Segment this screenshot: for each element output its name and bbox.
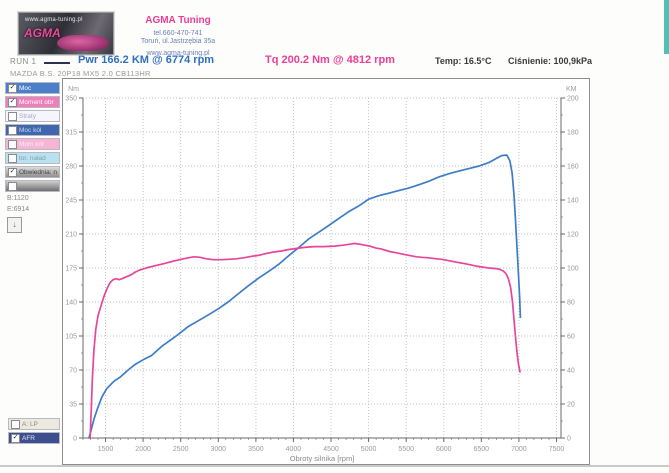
checkbox-icon[interactable]: ✓	[8, 97, 17, 107]
scan-bottom-edge	[0, 465, 669, 467]
company-website: www.agma-tuning.pl	[146, 50, 210, 57]
svg-text:280: 280	[65, 164, 77, 171]
svg-text:6000: 6000	[436, 446, 452, 453]
svg-text:1500: 1500	[98, 446, 114, 453]
toggle-label: Moc	[19, 84, 32, 92]
series-toggle-2[interactable]: Straty	[5, 110, 60, 122]
checkbox-icon[interactable]: ✓	[8, 83, 17, 93]
svg-text:140: 140	[567, 198, 579, 205]
checkbox-icon[interactable]	[8, 181, 17, 191]
toggle-label: A: LP	[22, 420, 38, 428]
logo-car-image	[57, 35, 109, 51]
logo-brand-text: AGMA	[24, 26, 61, 40]
checkbox-icon[interactable]: ✓	[8, 167, 17, 177]
svg-text:5000: 5000	[361, 446, 377, 453]
svg-text:140: 140	[65, 300, 77, 307]
svg-text:80: 80	[567, 300, 575, 307]
svg-text:160: 160	[567, 164, 579, 171]
svg-text:200: 200	[567, 96, 579, 103]
svg-text:4000: 4000	[286, 446, 302, 453]
svg-text:0: 0	[567, 436, 571, 443]
run-label: RUN 1	[10, 57, 37, 66]
company-name: AGMA Tuning	[145, 15, 211, 26]
company-contact-block: AGMA Tuning tel.660-470-741 Toruń, ul.Ja…	[118, 15, 238, 59]
checkbox-icon[interactable]	[8, 111, 17, 121]
toggle-label: tor. naład	[19, 154, 46, 162]
svg-text:3000: 3000	[211, 446, 227, 453]
series-toggle-3[interactable]: Moc kół	[5, 124, 60, 136]
dyno-chart: 1500 2000 2500 3000 3500 4000 4500 5000 5500 6000…	[65, 86, 579, 463]
svg-text:180: 180	[567, 130, 579, 137]
svg-text:Obroty silnika [rpm]: Obroty silnika [rpm]	[290, 454, 355, 463]
sidebar-list: ✓ Moc ✓ Moment obr Straty Moc kół Mom kół tor. …	[5, 82, 60, 192]
pressure-reading: Ciśnienie: 100,9kPa	[507, 56, 593, 66]
svg-text:2000: 2000	[135, 446, 151, 453]
svg-text:Nm: Nm	[68, 86, 79, 93]
sidebar-bottom-toggles: A: LP ✓ AFR	[8, 418, 60, 446]
run-end-rpm: E:6914	[7, 206, 30, 214]
run-begin-rpm: B:1120	[7, 195, 29, 202]
bottom-toggle-1[interactable]: ✓ AFR	[8, 432, 60, 444]
series-toggle-sidebar: ✓ Moc ✓ Moment obr Straty Moc kół Mom kół tor. …	[5, 82, 60, 234]
svg-text:7000: 7000	[511, 446, 527, 453]
series-toggle-1[interactable]: ✓ Moment obr	[5, 96, 60, 108]
dyno-chart-panel: 1500 2000 2500 3000 3500 4000 4500 5000 5500 6000…	[62, 78, 590, 465]
series-toggle-5[interactable]: tor. naład	[5, 152, 60, 164]
company-address: Toruń, ul.Jastrzębia 35a	[140, 38, 216, 46]
company-phone: tel.660-470-741	[153, 29, 203, 37]
svg-text:2500: 2500	[173, 446, 189, 453]
vehicle-description: MAZDA B.S. 20P18 MX5 2.0 CB113HR	[10, 69, 151, 78]
run-info-bar: RUN 1 Pwr 166.2 KM @ 6774 rpm Tq 200.2 N…	[10, 54, 660, 68]
svg-text:245: 245	[65, 198, 77, 205]
series-toggle-6[interactable]: ✓Obwiednia: nie	[5, 166, 60, 178]
checkbox-icon[interactable]	[8, 125, 17, 135]
toggle-label: Mom kół	[19, 140, 44, 148]
svg-text:5500: 5500	[398, 446, 414, 453]
svg-text:7500: 7500	[549, 446, 565, 453]
scroll-down-button[interactable]: ↓	[7, 217, 22, 234]
svg-text:210: 210	[65, 232, 77, 239]
svg-text:4500: 4500	[323, 446, 339, 453]
series-toggle-0[interactable]: ✓ Moc	[5, 82, 60, 94]
toggle-label: Moment obr	[19, 98, 54, 106]
bottom-toggle-0[interactable]: A: LP	[8, 418, 60, 430]
checkbox-icon[interactable]	[8, 153, 17, 163]
series-toggle-4[interactable]: Mom kół	[5, 138, 60, 150]
toggle-label: Straty	[19, 112, 36, 120]
svg-text:3500: 3500	[248, 446, 264, 453]
run-legend-line	[44, 62, 70, 64]
checkbox-icon[interactable]: ✓	[11, 433, 20, 443]
toggle-label: Obwiednia: nie	[19, 168, 57, 176]
scan-edge-artifact	[664, 0, 669, 54]
svg-text:60: 60	[567, 334, 575, 341]
svg-text:100: 100	[567, 266, 579, 273]
torque-peak-reading: Tq 200.2 Nm @ 4812 rpm	[265, 54, 395, 66]
company-logo: www.agma-tuning.pl AGMA	[18, 12, 114, 55]
checkbox-icon[interactable]	[8, 139, 17, 149]
sidebar-bottom-list: A: LP ✓ AFR	[8, 418, 60, 444]
toggle-label: Moc kół	[19, 126, 42, 134]
logo-url-text: www.agma-tuning.pl	[25, 17, 83, 23]
environment-readings: Temp: 16.5°C Ciśnienie: 100,9kPa	[435, 56, 606, 66]
series-toggle-7[interactable]	[5, 180, 60, 192]
power-peak-reading: Pwr 166.2 KM @ 6774 rpm	[78, 54, 215, 66]
svg-text:0: 0	[73, 436, 77, 443]
svg-text:6500: 6500	[474, 446, 490, 453]
toggle-label: AFR	[22, 434, 35, 442]
svg-text:105: 105	[65, 334, 77, 341]
svg-text:20: 20	[567, 402, 575, 409]
svg-text:35: 35	[69, 402, 77, 409]
svg-text:70: 70	[69, 368, 77, 375]
svg-text:350: 350	[65, 96, 77, 103]
svg-text:315: 315	[65, 130, 77, 137]
svg-text:175: 175	[65, 266, 77, 273]
svg-text:KM: KM	[566, 86, 577, 93]
svg-text:120: 120	[567, 232, 579, 239]
temperature-reading: Temp: 16.5°C	[435, 56, 492, 66]
checkbox-icon[interactable]	[11, 419, 20, 429]
svg-text:40: 40	[567, 368, 575, 375]
